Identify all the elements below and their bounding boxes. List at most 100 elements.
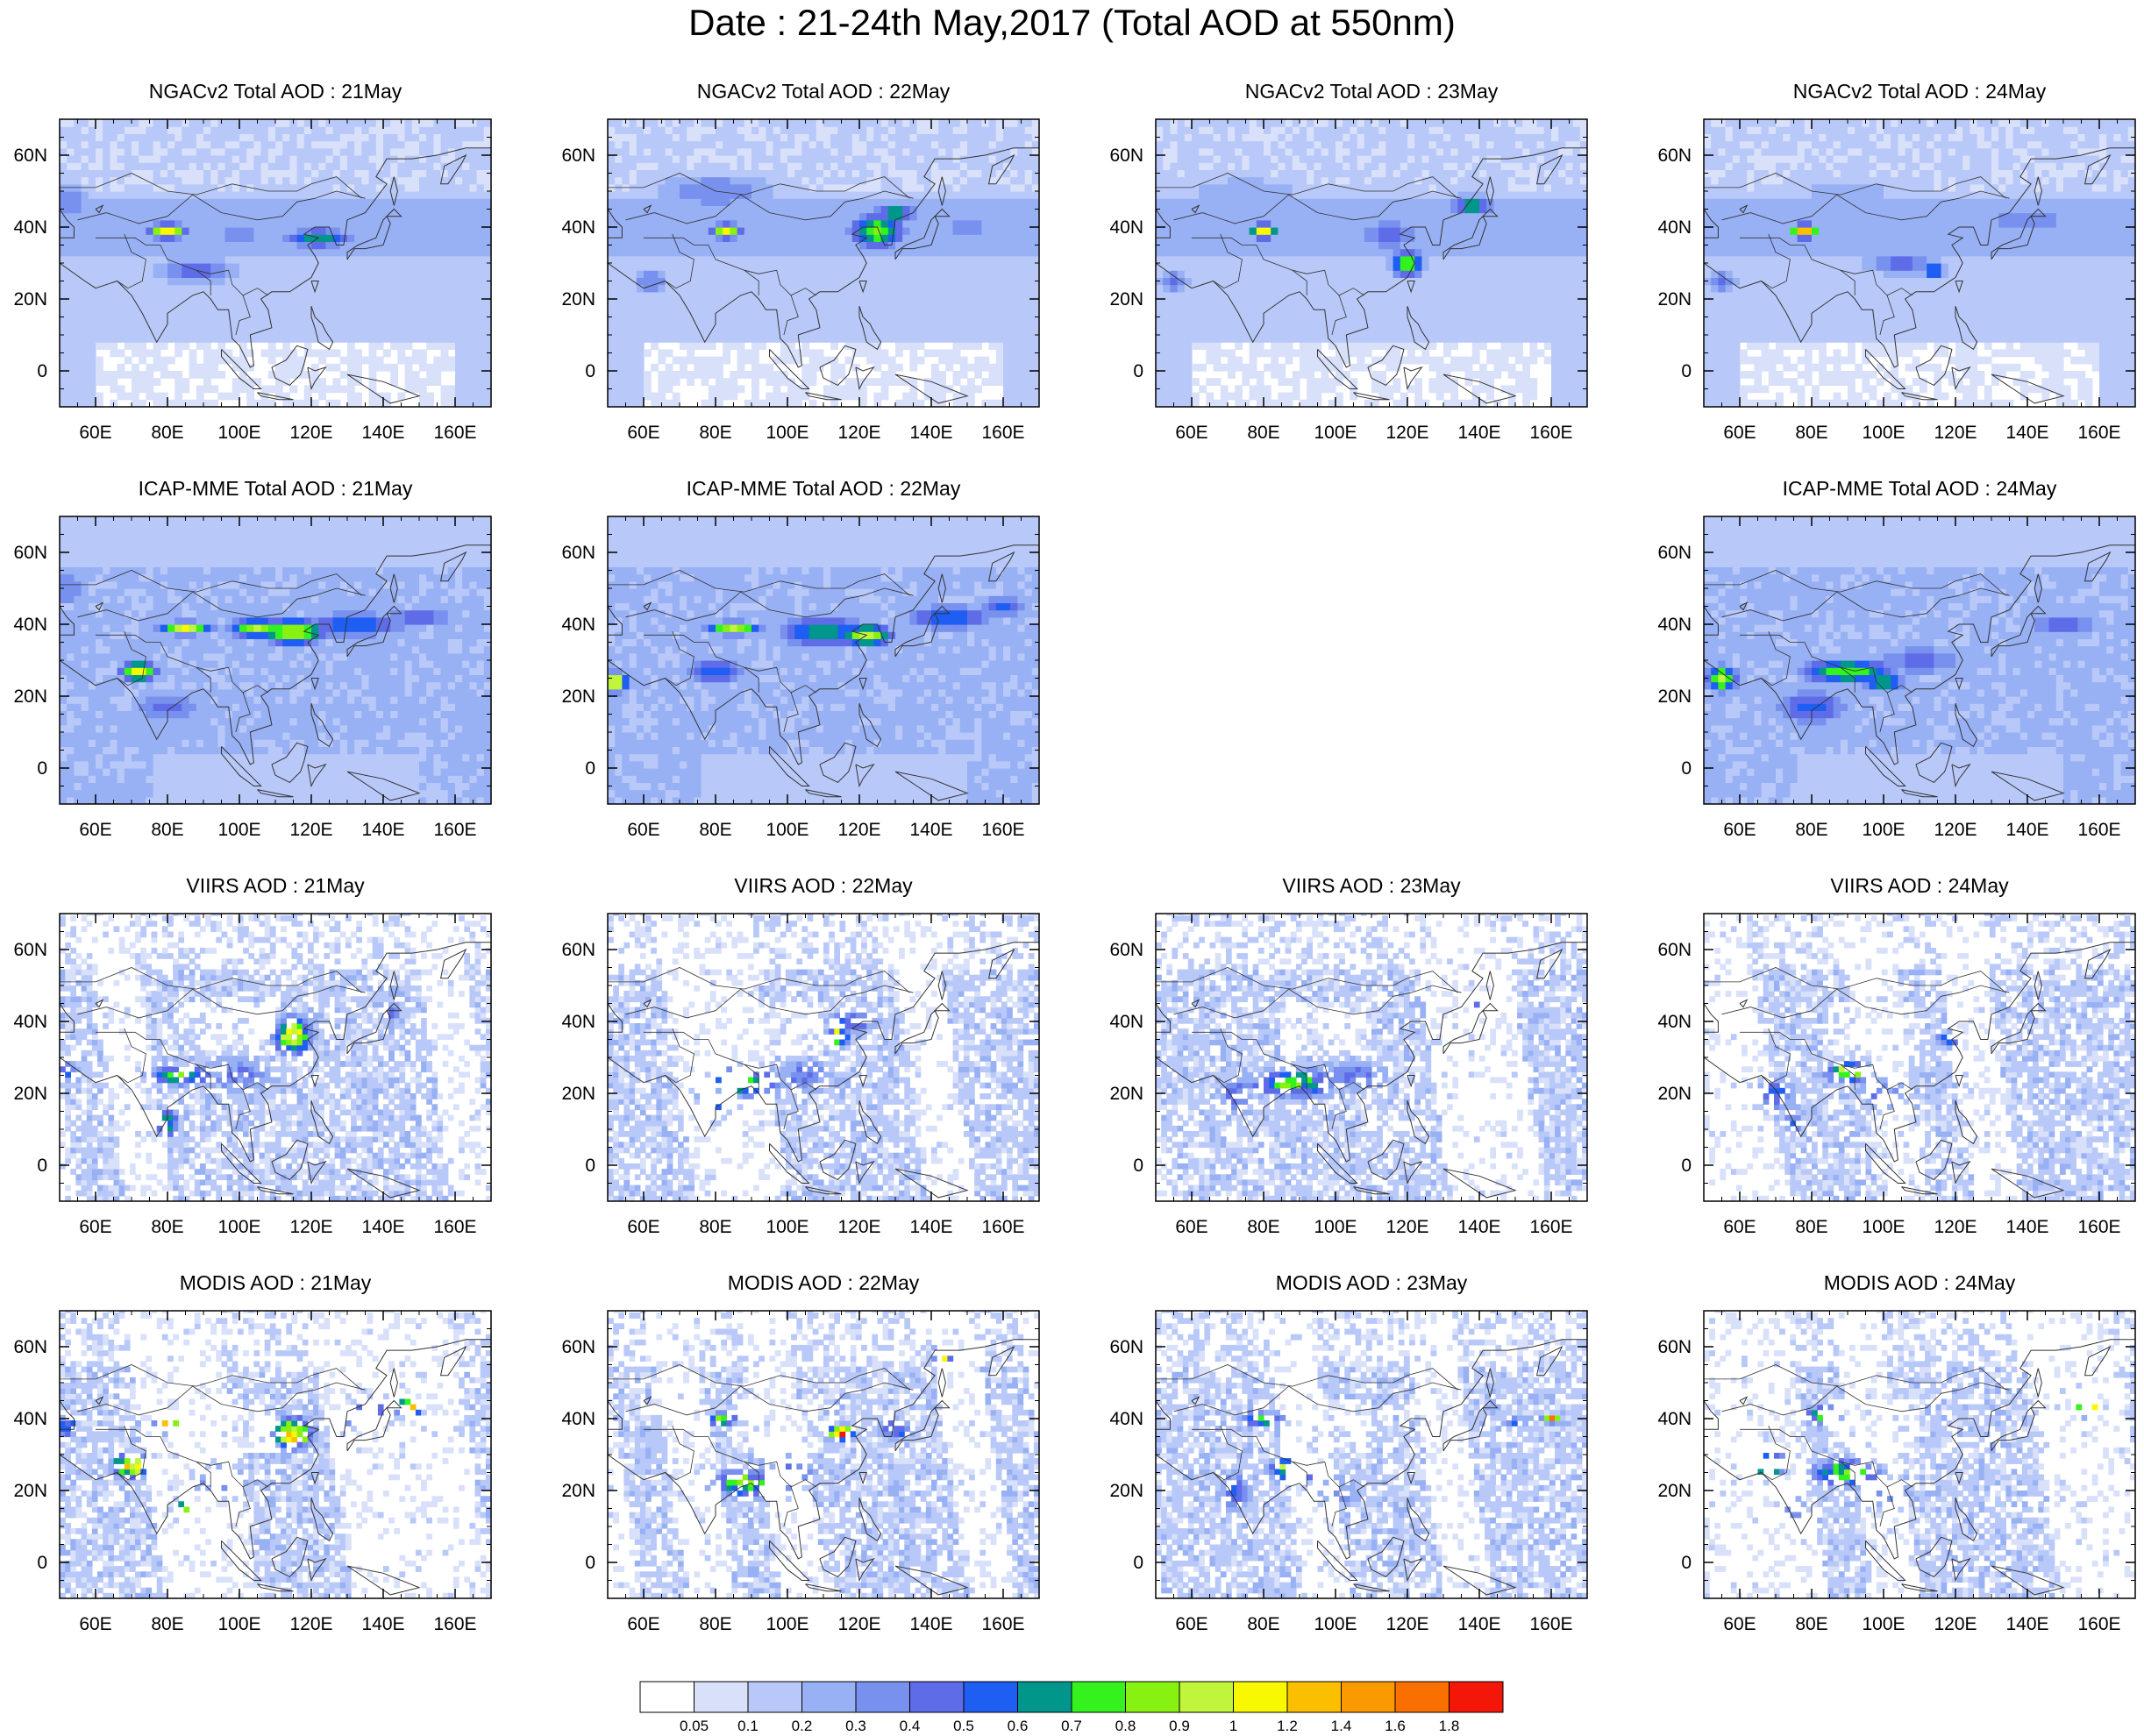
y-tick-label: 60N (1657, 543, 1692, 563)
y-tick-label: 20N (1657, 1481, 1692, 1501)
panel-title-viirs-24: VIIRS AOD : 24May (1692, 873, 2144, 898)
colorbar-box (1071, 1681, 1126, 1713)
colorbar-label: 0.3 (845, 1718, 866, 1734)
x-tick-label: 80E (1247, 1614, 1279, 1634)
y-tick-label: 40N (1657, 217, 1692, 238)
x-tick-label: 140E (909, 423, 952, 443)
y-tick-label: 60N (13, 1337, 47, 1357)
x-tick-label: 80E (699, 820, 731, 840)
y-tick-label: 40N (13, 217, 47, 238)
colorbar-label: 1.6 (1385, 1718, 1406, 1734)
colorbar-label: 1.2 (1277, 1718, 1298, 1734)
y-tick-label: 60N (561, 146, 595, 166)
colorbar-label: 0.9 (1169, 1718, 1190, 1734)
x-tick-label: 140E (909, 820, 952, 840)
colorbar-box (801, 1681, 857, 1713)
x-tick-label: 80E (699, 1217, 731, 1237)
y-tick-label: 20N (1109, 1084, 1143, 1104)
x-tick-label: 100E (766, 820, 808, 840)
x-tick-label: 140E (361, 423, 404, 443)
colorbar-label: 1.8 (1439, 1718, 1460, 1734)
x-tick-label: 120E (1934, 423, 1977, 443)
colorbar-box (694, 1681, 749, 1713)
x-tick-label: 120E (289, 1217, 332, 1237)
x-tick-label: 100E (1862, 423, 1905, 443)
colorbar-box (747, 1681, 802, 1713)
x-tick-label: 60E (1175, 1614, 1207, 1634)
x-tick-label: 120E (1934, 1614, 1977, 1634)
aod-field (60, 516, 491, 804)
y-tick-label: 40N (1657, 615, 1692, 635)
map-panel-icap-21: 60E 80E 100E 120E 140E 160E 0 20N 40N 60N (13, 516, 492, 840)
y-tick-label: 20N (13, 1084, 47, 1104)
y-tick-label: 40N (13, 615, 47, 635)
x-tick-label: 140E (361, 1217, 404, 1237)
x-tick-label: 160E (2077, 423, 2120, 443)
y-tick-label: 0 (37, 1553, 47, 1573)
panel-title-icap-24: ICAP-MME Total AOD : 24May (1692, 476, 2144, 501)
y-tick-label: 40N (561, 1012, 595, 1032)
x-tick-label: 60E (627, 820, 659, 840)
x-tick-label: 120E (837, 423, 880, 443)
colorbar-box (1125, 1681, 1180, 1713)
aod-field (608, 119, 1039, 407)
colorbar-box (1449, 1681, 1504, 1713)
x-tick-label: 160E (2077, 820, 2120, 840)
y-tick-label: 20N (1109, 289, 1143, 309)
x-tick-label: 60E (627, 1217, 659, 1237)
colorbar-box (1394, 1681, 1450, 1713)
y-tick-label: 40N (561, 1409, 595, 1429)
y-tick-label: 0 (37, 361, 47, 381)
x-tick-label: 120E (1385, 423, 1428, 443)
x-tick-label: 100E (766, 1217, 808, 1237)
y-tick-label: 40N (1109, 1012, 1143, 1032)
y-tick-label: 60N (1657, 146, 1692, 166)
panel-title-viirs-22: VIIRS AOD : 22May (595, 873, 1051, 898)
colorbar-label: 0.7 (1061, 1718, 1082, 1734)
map-panel-icap-22: 60E 80E 100E 120E 140E 160E 0 20N 40N 60N (561, 516, 1040, 840)
x-tick-label: 80E (151, 1614, 183, 1634)
colorbar-box (1179, 1681, 1234, 1713)
y-tick-label: 0 (585, 1553, 595, 1573)
y-tick-label: 0 (1681, 758, 1692, 779)
y-tick-label: 60N (1109, 1337, 1143, 1357)
x-tick-label: 160E (433, 1614, 476, 1634)
y-tick-label: 20N (13, 1481, 47, 1501)
x-tick-label: 80E (1795, 423, 1827, 443)
x-tick-label: 140E (361, 1614, 404, 1634)
colorbar-box (855, 1681, 910, 1713)
x-tick-label: 120E (1385, 1614, 1428, 1634)
x-tick-label: 140E (361, 820, 404, 840)
x-tick-label: 140E (2005, 1614, 2048, 1634)
y-tick-label: 40N (1109, 1409, 1143, 1429)
x-tick-label: 80E (1795, 1217, 1827, 1237)
y-tick-label: 60N (13, 543, 47, 563)
x-tick-label: 100E (217, 1614, 260, 1634)
coastlines (1704, 544, 2135, 801)
y-tick-label: 20N (1657, 1084, 1692, 1104)
coastlines (1704, 1339, 2135, 1596)
y-tick-label: 40N (1657, 1012, 1692, 1032)
x-tick-label: 60E (1723, 1217, 1756, 1237)
panel-title-ngac-24: NGACv2 Total AOD : 24May (1692, 79, 2144, 103)
main-title: Date : 21-24th May,2017 (Total AOD at 55… (0, 2, 2144, 44)
coastlines (608, 942, 1039, 1199)
x-tick-label: 100E (217, 1217, 260, 1237)
x-tick-label: 100E (766, 1614, 808, 1634)
y-tick-label: 0 (1681, 361, 1692, 381)
x-tick-label: 140E (2005, 1217, 2048, 1237)
aod-field (60, 1311, 491, 1598)
panel-title-modis-24: MODIS AOD : 24May (1692, 1270, 2144, 1295)
x-tick-label: 160E (1529, 1217, 1572, 1237)
y-tick-label: 40N (13, 1409, 47, 1429)
x-tick-label: 120E (289, 423, 332, 443)
y-tick-label: 60N (1657, 940, 1692, 960)
panel-title-viirs-23: VIIRS AOD : 23May (1143, 873, 1599, 898)
x-tick-label: 80E (1795, 1614, 1827, 1634)
panel-title-modis-23: MODIS AOD : 23May (1143, 1270, 1599, 1295)
colorbar-box (963, 1681, 1018, 1713)
y-tick-label: 20N (561, 289, 595, 309)
x-tick-label: 100E (1862, 1217, 1905, 1237)
x-tick-label: 160E (1529, 423, 1572, 443)
y-tick-label: 60N (1109, 146, 1143, 166)
